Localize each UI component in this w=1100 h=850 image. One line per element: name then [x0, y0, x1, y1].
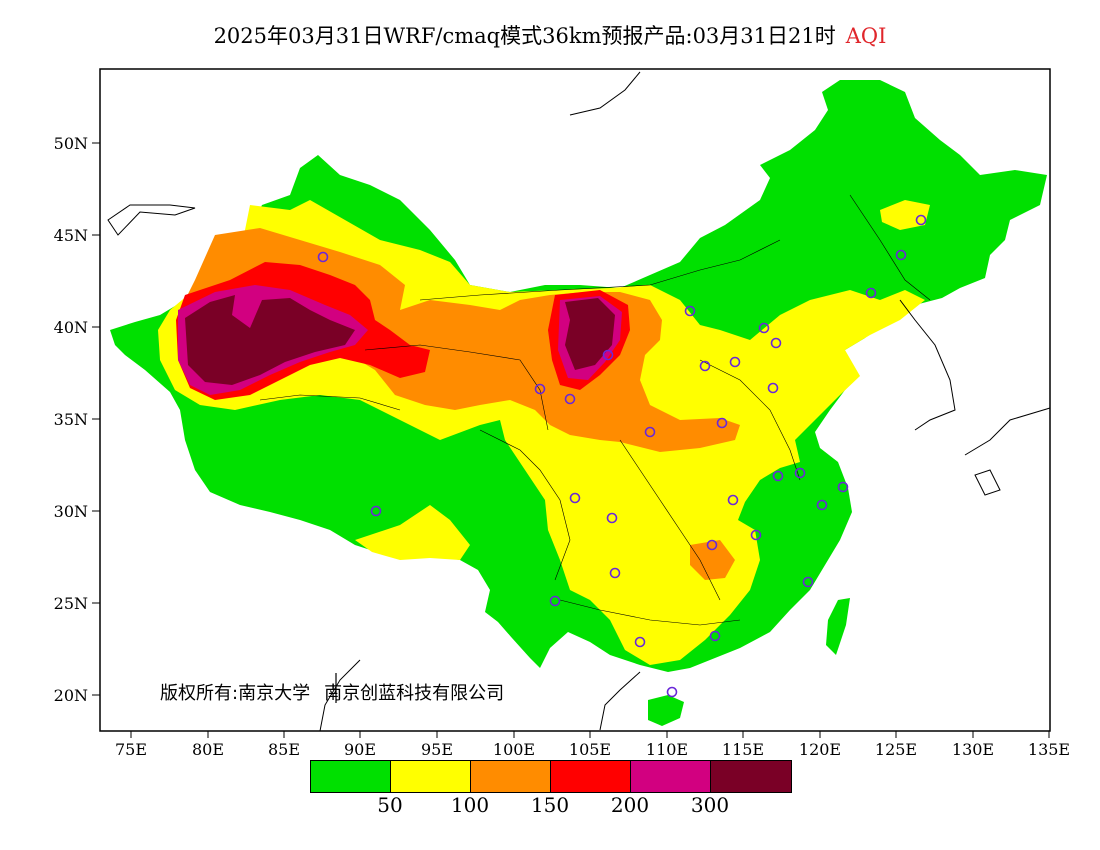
station-marker: [727, 494, 739, 506]
copyright-notice: 版权所有:南京大学 南京创蓝科技有限公司: [160, 679, 504, 705]
station-marker: [644, 426, 656, 438]
legend-colorbar: [310, 760, 792, 793]
aqi-zone-hazardous-ordos: [565, 298, 615, 370]
station-marker: [767, 382, 779, 394]
legend-swatch-unhealthy: [551, 761, 631, 792]
station-marker: [666, 686, 678, 698]
coastline-japan: [964, 407, 1051, 456]
lat-label: 45N: [54, 226, 88, 245]
province-boundaries: [259, 194, 931, 626]
legend-label: 100: [450, 793, 490, 817]
station-marker: [534, 383, 546, 395]
boundary-central: [619, 439, 721, 601]
legend-label: 150: [530, 793, 570, 817]
aqi-zone-moderate-hunan: [600, 500, 740, 610]
station-marker: [706, 539, 718, 551]
lat-label: 25N: [54, 594, 88, 613]
station-marker: [634, 636, 646, 648]
boundary-qinghai: [364, 344, 549, 431]
coastline-balkhash: [107, 204, 196, 236]
lon-label: 100E: [493, 740, 535, 759]
map-title: 2025年03月31日WRF/cmaq模式36km预报产品:03月31日21时 A…: [0, 20, 1100, 50]
boundary-east: [699, 359, 801, 481]
legend-label: 300: [690, 793, 730, 817]
coastline-sakhalin: [569, 71, 641, 116]
china-pollution-field: [110, 80, 1047, 726]
lon-label: 115E: [722, 740, 764, 759]
latitude-axis: 50N 45N 40N 35N 30N 25N 20N: [54, 134, 100, 705]
lon-label: 120E: [799, 740, 841, 759]
lat-label: 40N: [54, 318, 88, 337]
copyright-org-company: 南京创蓝科技有限公司: [324, 683, 505, 704]
station-marker: [609, 567, 621, 579]
title-variable: AQI: [845, 24, 887, 48]
lon-label: 80E: [192, 740, 224, 759]
station-marker: [794, 467, 806, 479]
station-markers: [317, 214, 927, 698]
station-marker: [750, 529, 762, 541]
station-marker: [802, 576, 814, 588]
aqi-zone-hainan: [648, 695, 684, 726]
station-marker: [606, 512, 618, 524]
lon-label: 110E: [646, 740, 688, 759]
aqi-zone-usg-south: [690, 540, 735, 580]
station-marker: [716, 417, 728, 429]
station-marker: [770, 337, 782, 349]
station-marker: [758, 322, 770, 334]
station-marker: [602, 349, 614, 361]
station-marker: [684, 305, 696, 317]
legend-label: 200: [610, 793, 650, 817]
station-marker: [317, 251, 329, 263]
legend-swatch-hazardous: [711, 761, 791, 792]
station-marker: [549, 595, 561, 607]
station-marker: [370, 505, 382, 517]
station-marker: [816, 499, 828, 511]
coastline-japan-kyushu: [974, 469, 1001, 496]
lon-label: 90E: [344, 740, 376, 759]
station-marker: [865, 287, 877, 299]
station-marker: [895, 249, 907, 261]
boundary-xinjiang: [259, 394, 401, 411]
lon-label: 75E: [115, 740, 147, 759]
station-marker: [699, 360, 711, 372]
aqi-zone-hazardous-tarim: [185, 295, 355, 385]
lat-label: 50N: [54, 134, 88, 153]
lon-label: 95E: [421, 740, 453, 759]
legend-swatch-moderate: [391, 761, 471, 792]
copyright-prefix: 版权所有:: [160, 683, 239, 704]
legend-label: 50: [377, 793, 403, 817]
legend-swatch-usg: [471, 761, 551, 792]
lon-label: 125E: [875, 740, 917, 759]
station-marker: [564, 393, 576, 405]
boundary-inner-mongolia: [419, 239, 781, 301]
coastline-korea: [899, 299, 956, 431]
station-marker: [772, 470, 784, 482]
boundary-northeast: [849, 194, 931, 301]
station-marker: [729, 356, 741, 368]
lon-label: 85E: [268, 740, 300, 759]
lon-label: 105E: [569, 740, 611, 759]
station-marker: [837, 481, 849, 493]
coastlines: [107, 71, 1051, 732]
legend-swatch-very-unhealthy: [631, 761, 711, 792]
title-main: 2025年03月31日WRF/cmaq模式36km预报产品:03月31日21时: [213, 24, 836, 48]
boundary-south: [559, 599, 741, 626]
lat-label: 35N: [54, 410, 88, 429]
longitude-axis: 75E 80E 85E 90E 95E 100E 105E 110E 115E …: [115, 731, 1070, 759]
copyright-org-nju: 南京大学: [238, 683, 311, 704]
legend-swatch-good: [311, 761, 391, 792]
lon-label: 135E: [1028, 740, 1070, 759]
aqi-zone-taiwan: [826, 598, 850, 655]
station-marker: [709, 630, 721, 642]
station-marker: [569, 492, 581, 504]
aqi-zone-moderate-tibet: [355, 505, 470, 560]
lon-label: 130E: [952, 740, 994, 759]
lat-label: 30N: [54, 502, 88, 521]
coastline-bay-of-bengal: [319, 659, 361, 732]
coastline-indochina: [599, 671, 641, 731]
lat-label: 20N: [54, 686, 88, 705]
station-marker: [915, 214, 927, 226]
boundary-sichuan: [479, 429, 571, 581]
